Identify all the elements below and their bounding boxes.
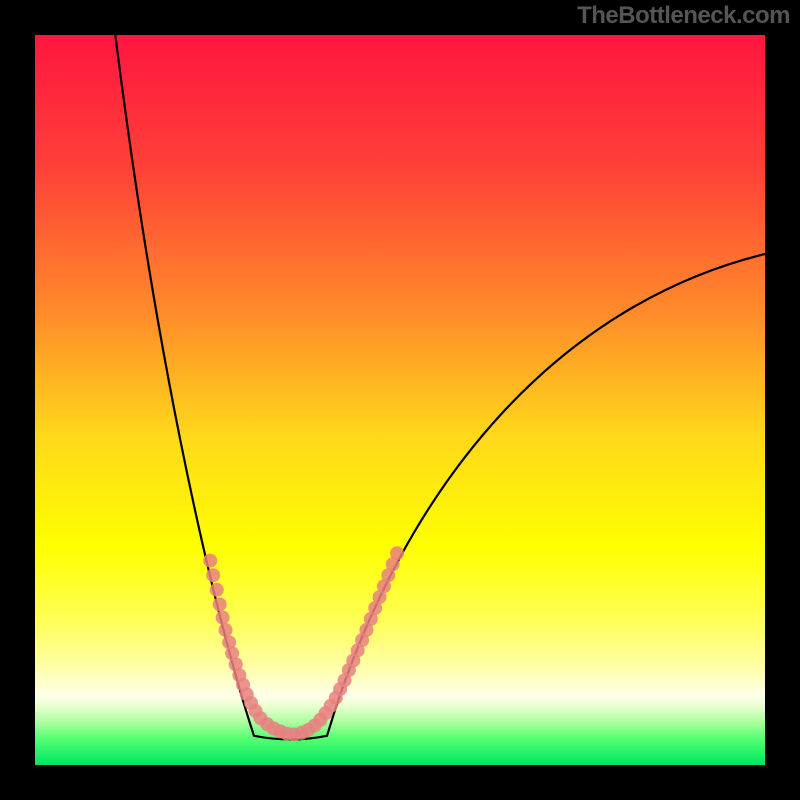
data-points-layer — [35, 35, 765, 765]
watermark-text: TheBottleneck.com — [577, 2, 790, 30]
data-point — [203, 554, 217, 568]
data-point — [210, 583, 224, 597]
chart-frame: TheBottleneck.com — [0, 0, 800, 800]
data-point — [216, 611, 230, 625]
data-point — [213, 597, 227, 611]
data-point — [206, 568, 220, 582]
data-point — [390, 546, 404, 560]
data-point — [219, 623, 233, 637]
plot-area — [35, 35, 765, 765]
